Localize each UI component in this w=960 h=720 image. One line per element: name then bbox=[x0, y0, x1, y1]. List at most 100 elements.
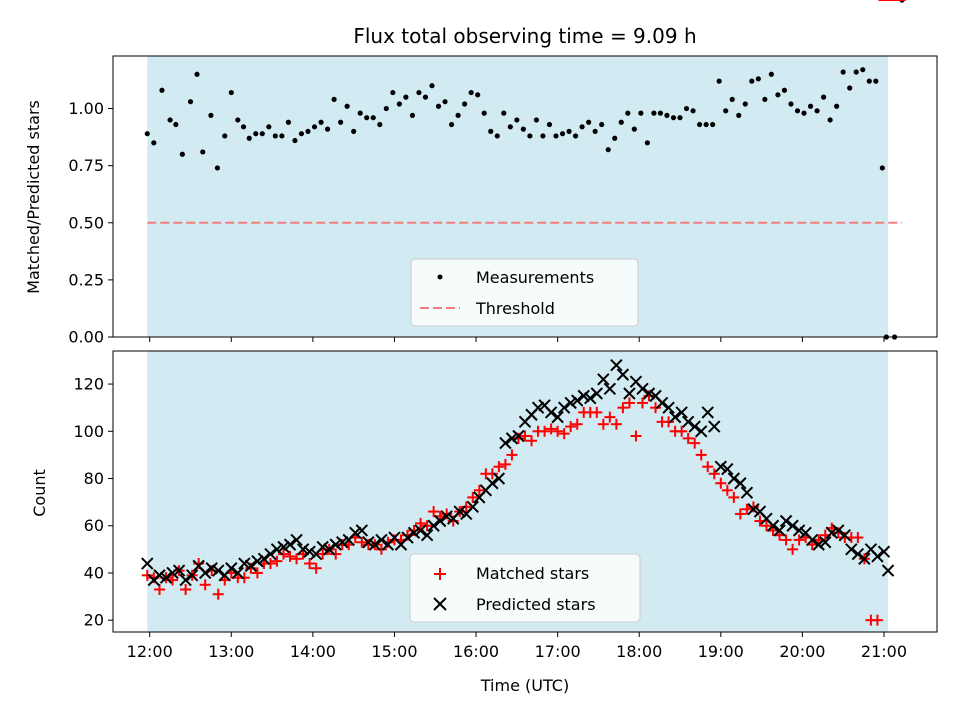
x-tick-label: 20:00 bbox=[779, 642, 825, 661]
y-tick-label: 20 bbox=[84, 611, 104, 630]
predicted-star-point bbox=[845, 543, 858, 556]
measurement-point bbox=[853, 69, 859, 75]
x-tick-label: 17:00 bbox=[535, 642, 581, 661]
predicted-star-point bbox=[512, 429, 525, 443]
matched-star-point bbox=[695, 449, 707, 461]
measurement-point bbox=[448, 121, 455, 128]
predicted-star-point bbox=[433, 514, 447, 528]
predicted-star-point bbox=[486, 477, 499, 490]
legend-threshold: Threshold bbox=[475, 299, 555, 318]
legend-predicted-stars: Predicted stars bbox=[476, 595, 596, 614]
predicted-star-point bbox=[551, 410, 564, 424]
measurement-point bbox=[364, 115, 370, 121]
measurement-point bbox=[228, 89, 234, 96]
measurement-point bbox=[144, 131, 150, 137]
matched-star-point bbox=[623, 397, 635, 409]
chart-title: Flux total observing time = 9.09 h bbox=[353, 24, 696, 48]
measurement-point bbox=[631, 126, 637, 132]
predicted-star-point bbox=[355, 524, 369, 537]
matched-star-point bbox=[565, 421, 577, 433]
predicted-star-point bbox=[851, 547, 865, 561]
measurement-point bbox=[214, 165, 221, 171]
predicted-star-point bbox=[296, 543, 310, 556]
matched-star-point bbox=[682, 432, 694, 444]
predicted-star-point bbox=[825, 526, 838, 540]
predicted-star-point bbox=[401, 531, 414, 544]
measurement-point bbox=[409, 112, 416, 118]
matched-star-point bbox=[663, 416, 675, 428]
predicted-star-point bbox=[838, 528, 852, 542]
measurement-point bbox=[357, 110, 363, 116]
measurement-point bbox=[173, 121, 179, 128]
measurement-point bbox=[462, 101, 468, 107]
matched-star-point bbox=[630, 430, 642, 442]
matched-star-point bbox=[728, 491, 740, 503]
measurement-point bbox=[324, 126, 331, 132]
y-tick-label: 0.00 bbox=[68, 328, 104, 347]
predicted-star-point bbox=[805, 533, 819, 547]
matched-star-point bbox=[650, 402, 662, 414]
measurement-point bbox=[305, 128, 311, 134]
x-axis-label: Time (UTC) bbox=[480, 676, 569, 695]
matched-star-point bbox=[264, 558, 276, 570]
measurement-point bbox=[807, 103, 814, 109]
measurement-point bbox=[396, 101, 402, 107]
predicted-star-point bbox=[597, 373, 610, 386]
predicted-star-point bbox=[695, 425, 708, 438]
predicted-star-point bbox=[636, 382, 649, 395]
predicted-star-point bbox=[721, 462, 734, 476]
measurement-point bbox=[599, 121, 605, 128]
x-tick-label: 16:00 bbox=[453, 642, 499, 661]
predicted-star-point bbox=[322, 543, 336, 556]
matched-star-point bbox=[251, 567, 263, 579]
matched-star-point bbox=[597, 418, 609, 430]
measurement-point bbox=[716, 78, 722, 84]
predicted-star-point bbox=[642, 387, 656, 400]
measurement-point bbox=[377, 121, 383, 128]
measurement-point bbox=[586, 119, 592, 125]
matched-star-point bbox=[702, 461, 714, 473]
predicted-star-point bbox=[675, 406, 688, 419]
measurement-point bbox=[298, 131, 305, 137]
predicted-star-point bbox=[499, 436, 512, 450]
predicted-star-point bbox=[616, 368, 630, 381]
predicted-star-point bbox=[244, 559, 258, 573]
measurement-point bbox=[729, 96, 735, 103]
predicted-star-point bbox=[225, 562, 238, 575]
measurement-point bbox=[318, 119, 324, 125]
predicted-star-point bbox=[881, 564, 895, 577]
predicted-star-point bbox=[832, 524, 845, 537]
predicted-star-point bbox=[505, 432, 519, 445]
measurement-point bbox=[553, 133, 559, 139]
measurement-point bbox=[494, 133, 500, 139]
predicted-star-point bbox=[531, 401, 545, 414]
matched-star-point bbox=[734, 508, 746, 520]
count-legend: Matched stars Predicted stars bbox=[409, 553, 641, 623]
predicted-star-point bbox=[420, 528, 434, 542]
legend-measurements: Measurements bbox=[476, 268, 594, 287]
measurement-point bbox=[814, 108, 820, 114]
ratio-x-ticks bbox=[149, 337, 885, 342]
predicted-star-point bbox=[185, 569, 199, 582]
y-tick-label: 0.25 bbox=[68, 270, 104, 289]
matched-star-point bbox=[741, 503, 753, 515]
predicted-star-point bbox=[747, 503, 760, 516]
measurement-point bbox=[200, 149, 206, 155]
matched-star-point bbox=[415, 517, 427, 529]
matched-star-point bbox=[375, 543, 387, 555]
predicted-star-point bbox=[701, 406, 714, 419]
measurement-point bbox=[847, 85, 853, 91]
predicted-star-point bbox=[668, 410, 682, 424]
count-x-ticks: 12:00 13:00 14:00 15:00 16:00 17:00 18:00 19:00… bbox=[127, 632, 907, 661]
predicted-star-point bbox=[336, 536, 349, 549]
measurement-point bbox=[644, 140, 650, 146]
measurement-point bbox=[612, 135, 618, 141]
measurement-point bbox=[266, 124, 272, 130]
predicted-star-point bbox=[786, 519, 799, 532]
matched-star-point bbox=[552, 425, 564, 437]
measurement-point bbox=[481, 110, 487, 116]
matched-star-point bbox=[610, 418, 622, 430]
predicted-star-point bbox=[212, 564, 225, 577]
matched-star-point bbox=[604, 411, 616, 423]
measurement-point bbox=[520, 126, 526, 132]
